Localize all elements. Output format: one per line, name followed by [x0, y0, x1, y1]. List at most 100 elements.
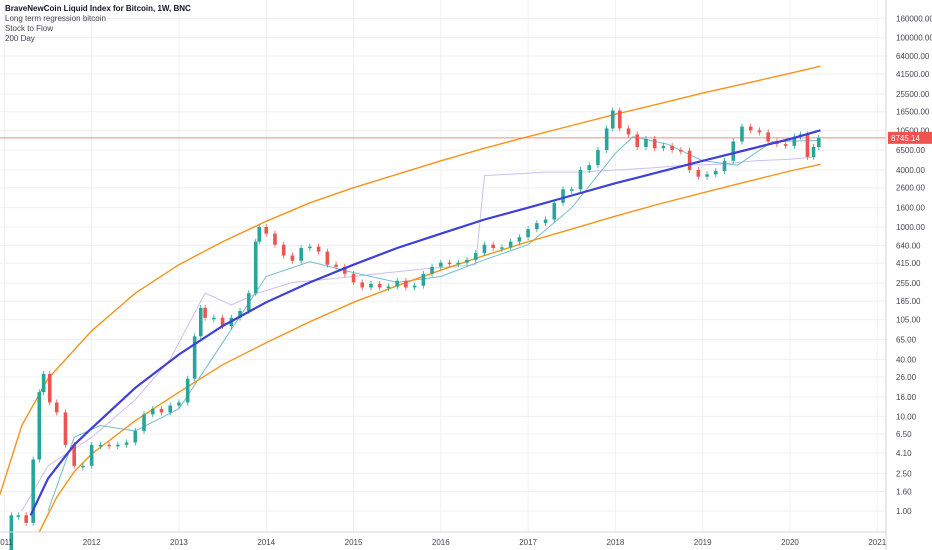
- price-candle: [290, 255, 295, 261]
- legend-item-200day[interactable]: 200 Day: [5, 34, 35, 43]
- price-candle: [31, 459, 35, 523]
- price-candle: [491, 244, 495, 249]
- y-axis[interactable]: 160000.00 100000.00 64000.00 41500.00 25500.…: [885, 0, 932, 550]
- price-candle: [198, 307, 203, 337]
- price-candle: [16, 515, 21, 517]
- price-candle: [177, 402, 181, 406]
- price-candle: [72, 444, 76, 466]
- price-candle: [748, 126, 753, 131]
- price-candle: [465, 259, 469, 263]
- x-tick-label: 2016: [432, 538, 450, 547]
- y-tick-label: 2600.00: [896, 184, 925, 193]
- y-tick-label: 1.60: [896, 488, 912, 497]
- price-candle: [652, 139, 657, 149]
- price-candle: [386, 286, 391, 289]
- price-candle: [203, 307, 207, 318]
- price-candle: [792, 136, 797, 146]
- price-candle: [816, 137, 821, 148]
- price-candle: [679, 150, 683, 152]
- price-candle: [334, 264, 338, 267]
- price-candle: [535, 223, 539, 230]
- price-candle: [421, 273, 426, 286]
- last-price-label: 8745.14: [891, 134, 920, 143]
- price-candle: [47, 374, 52, 403]
- price-candle: [439, 262, 443, 267]
- price-candle: [661, 145, 666, 149]
- y-tick-label: 2.50: [896, 469, 912, 478]
- price-candle: [273, 233, 277, 245]
- x-tick-label: 2018: [607, 538, 625, 547]
- price-candle: [430, 266, 434, 274]
- price-candle: [63, 412, 68, 445]
- y-tick-label: 165.00: [896, 297, 921, 306]
- price-candle: [192, 336, 197, 379]
- y-tick-label: 4000.00: [896, 166, 925, 175]
- price-candle: [482, 244, 487, 254]
- price-candle: [610, 110, 615, 129]
- price-candle: [238, 310, 242, 318]
- grid: [0, 0, 886, 532]
- price-candle: [81, 465, 85, 468]
- y-tick-label: 64000.00: [896, 52, 930, 61]
- price-candle: [299, 248, 303, 261]
- price-candle: [604, 128, 609, 151]
- price-candle: [412, 285, 417, 288]
- x-tick-label: 2017: [519, 538, 537, 547]
- x-tick-label: 2020: [781, 538, 799, 547]
- y-tick-label: 255.00: [896, 279, 921, 288]
- price-candle: [587, 165, 592, 171]
- legend-item-regression[interactable]: Long term regression bitcoin: [5, 14, 106, 23]
- y-tick-label: 6500.00: [896, 146, 925, 155]
- legend-item-stock-to-flow[interactable]: Stock to Flow: [5, 24, 54, 33]
- price-candle: [543, 219, 548, 224]
- y-tick-label: 160000.00: [896, 14, 932, 23]
- y-tick-label: 10500.00: [896, 126, 930, 135]
- price-candle: [142, 414, 146, 431]
- price-candle: [308, 246, 312, 249]
- last-price-label-bg: [888, 131, 932, 144]
- y-tick-label: 41500.00: [896, 70, 930, 79]
- x-tick-label: 2014: [257, 538, 275, 547]
- price-candle: [447, 262, 452, 265]
- price-candle: [116, 444, 120, 447]
- price-candle: [644, 139, 648, 148]
- y-tick-label: 40.00: [896, 355, 917, 364]
- x-tick-label: 2015: [345, 538, 363, 547]
- price-candle: [500, 247, 504, 249]
- price-candle: [150, 408, 155, 415]
- y-tick-label: 100000.00: [896, 34, 932, 43]
- price-candle: [670, 145, 674, 151]
- price-candle: [596, 150, 600, 166]
- price-candle: [740, 126, 744, 142]
- legend: BraveNewCoin Liquid Index for Bitcoin, 1…: [5, 4, 191, 44]
- price-candle: [552, 202, 557, 220]
- x-tick-label: 2012: [83, 538, 101, 547]
- price-candle: [404, 280, 408, 288]
- price-candle: [805, 134, 810, 157]
- price-candle: [41, 374, 46, 393]
- price-candle: [257, 227, 262, 242]
- price-candle: [360, 282, 365, 288]
- price-candle: [342, 266, 347, 274]
- price-candle: [722, 160, 727, 172]
- price-candle: [783, 144, 788, 146]
- price-candle: [89, 444, 94, 466]
- price-candle: [159, 408, 164, 413]
- regression-line: [29, 129, 821, 516]
- price-candle: [316, 246, 321, 252]
- price-candle: [325, 251, 330, 265]
- price-candle: [766, 132, 770, 142]
- price-candle: [508, 241, 513, 248]
- price-candle: [617, 110, 622, 129]
- price-candle: [212, 317, 216, 320]
- y-tick-label: 65.00: [896, 335, 917, 344]
- price-candle: [517, 237, 522, 242]
- price-candle: [578, 170, 583, 190]
- x-tick-label: 2021: [868, 538, 886, 547]
- price-candle: [705, 174, 709, 177]
- y-tick-label: 10.00: [896, 412, 917, 421]
- price-candle: [9, 515, 14, 550]
- x-axis[interactable]: 2011 2012 2013 2014 2015 2016 2017 2018 2019 2020…: [0, 531, 887, 547]
- y-tick-label: 1.00: [896, 507, 912, 516]
